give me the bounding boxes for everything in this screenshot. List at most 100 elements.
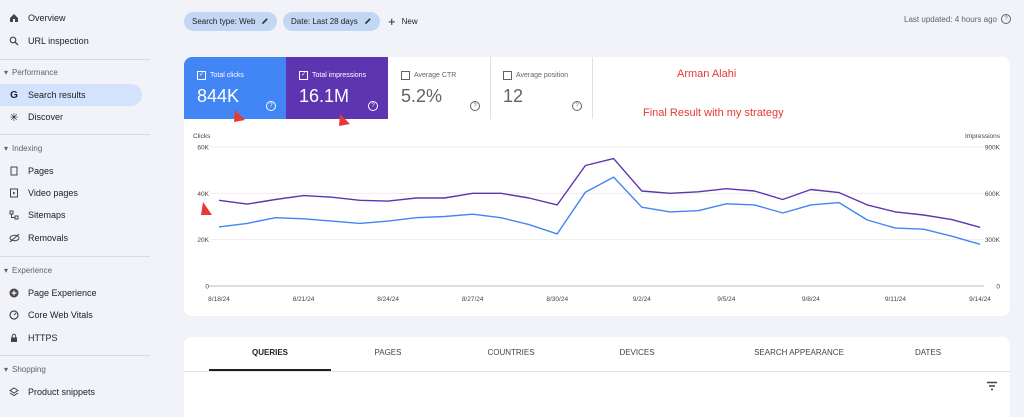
metric-label: Average CTR (414, 72, 457, 79)
sidebar-divider (0, 256, 150, 257)
x-tick-label: 8/18/24 (208, 296, 230, 303)
metric-label: Total impressions (312, 72, 367, 79)
sidebar-item-product-snippets[interactable]: Product snippets (0, 381, 142, 403)
sidebar-item-video-pages[interactable]: Video pages (0, 182, 142, 204)
x-tick-label: 8/27/24 (462, 296, 484, 303)
sidebar-item-pages[interactable]: Pages (0, 160, 142, 182)
help-icon[interactable]: ? (1001, 14, 1011, 24)
annotation-author: Arman Alahi (677, 68, 737, 80)
google-g-icon: G (10, 89, 18, 101)
sidebar-item-page-experience[interactable]: Page Experience (0, 282, 142, 304)
section-title: Experience (12, 266, 53, 275)
metric-card-average-ctr[interactable]: Average CTR 5.2% ? (388, 57, 491, 119)
sidebar-item-url-inspection[interactable]: URL inspection (0, 30, 142, 52)
plus-circle-icon (0, 288, 28, 298)
sidebar-item-label: Product snippets (28, 387, 96, 397)
help-icon[interactable]: ? (266, 101, 276, 111)
tab-pages[interactable]: PAGES (374, 348, 402, 357)
sidebar-item-removals[interactable]: Removals (0, 227, 142, 249)
section-title: Indexing (12, 144, 43, 153)
checkbox-unchecked-icon[interactable] (503, 71, 512, 80)
metric-label: Total clicks (210, 72, 244, 79)
sidebar-item-label: URL inspection (28, 36, 89, 46)
sidebar-divider (0, 355, 150, 356)
series-line-total-impressions (218, 157, 981, 228)
tab-dates[interactable]: DATES (914, 348, 942, 357)
x-tick-label: 8/30/24 (546, 296, 568, 303)
left-tick-label: 60K (197, 145, 209, 152)
sidebar-item-label: Discover (28, 112, 64, 122)
help-icon[interactable]: ? (368, 101, 378, 111)
left-tick-label: 0 (205, 284, 209, 291)
red-pointer-arrow-icon (339, 114, 350, 126)
section-shopping[interactable]: ▾ Shopping (4, 365, 46, 374)
section-performance[interactable]: ▾ Performance (4, 68, 58, 77)
x-tick-label: 9/11/24 (885, 296, 907, 303)
right-tick-label: 300K (985, 237, 1001, 244)
checkbox-checked-icon[interactable]: ✓ (299, 71, 308, 80)
left-tick-label: 20K (197, 237, 209, 244)
section-title: Performance (12, 68, 58, 77)
plus-icon: + (388, 14, 396, 29)
help-icon[interactable]: ? (572, 101, 582, 111)
right-axis-title: Impressions (965, 133, 1001, 140)
section-experience[interactable]: ▾ Experience (4, 266, 52, 275)
sidebar-item-sitemaps[interactable]: Sitemaps (0, 204, 142, 226)
sidebar-item-overview[interactable]: Overview (0, 7, 142, 29)
red-pointer-arrow-icon (234, 110, 245, 122)
sidebar-item-label: Removals (28, 233, 69, 243)
left-tick-label: 40K (197, 191, 209, 198)
x-tick-label: 8/21/24 (293, 296, 315, 303)
caret-down-icon: ▾ (4, 266, 9, 275)
sidebar-item-label: Overview (28, 13, 66, 23)
lock-icon (0, 333, 28, 343)
page-icon (0, 166, 28, 176)
metric-label: Average position (516, 72, 569, 79)
section-indexing[interactable]: ▾ Indexing (4, 144, 42, 153)
last-updated-text: Last updated: 4 hours ago (904, 14, 997, 24)
sidebar-item-search-results[interactable]: G Search results (0, 84, 142, 106)
filter-icon[interactable] (986, 381, 998, 391)
x-tick-label: 9/5/24 (717, 296, 735, 303)
sidebar-item-https[interactable]: HTTPS (0, 327, 142, 349)
sidebar-divider (0, 134, 150, 135)
checkbox-checked-icon[interactable]: ✓ (197, 71, 206, 80)
right-tick-label: 600K (985, 191, 1001, 198)
checkbox-unchecked-icon[interactable] (401, 71, 410, 80)
series-line-total-clicks (218, 176, 981, 245)
annotation-result: Final Result with my strategy (643, 107, 784, 119)
caret-down-icon: ▾ (4, 144, 9, 153)
caret-down-icon: ▾ (4, 68, 9, 77)
performance-chart[interactable]: Clicks Impressions 60K 900K 40K 600K 20K 300K 0 0… (184, 57, 1010, 316)
sidebar-item-label: Video pages (28, 188, 78, 198)
x-tick-label: 9/8/24 (802, 296, 820, 303)
table-panel: QUERIES PAGES COUNTRIES DEVICES SEARCH A… (184, 337, 1010, 417)
performance-panel: ✓ Total clicks 844K ? ✓ Total impressions … (184, 57, 1010, 316)
metric-value: 5.2% (401, 86, 443, 106)
last-updated: Last updated: 4 hours ago ? (904, 14, 1011, 24)
sidebar-item-discover[interactable]: ✳ Discover (0, 106, 142, 128)
home-icon (0, 13, 28, 23)
date-filter-chip[interactable]: Date: Last 28 days (283, 12, 380, 31)
left-axis-title: Clicks (193, 133, 211, 140)
sidebar-item-label: Page Experience (28, 288, 97, 298)
sidebar-item-label: Pages (28, 166, 54, 176)
sidebar-divider (0, 59, 150, 60)
sidebar-item-label: Core Web Vitals (28, 310, 93, 320)
metric-card-total-impressions[interactable]: ✓ Total impressions 16.1M ? (286, 57, 388, 119)
help-icon[interactable]: ? (470, 101, 480, 111)
metric-card-average-position[interactable]: Average position 12 ? (490, 57, 593, 119)
sidebar-item-label: Sitemaps (28, 210, 66, 220)
tab-queries[interactable]: QUERIES (251, 348, 288, 357)
tab-countries[interactable]: COUNTRIES (487, 348, 535, 357)
sidebar-item-core-web-vitals[interactable]: Core Web Vitals (0, 304, 142, 326)
metric-card-total-clicks[interactable]: ✓ Total clicks 844K ? (184, 57, 286, 119)
search-type-filter-chip[interactable]: Search type: Web (184, 12, 278, 31)
layers-icon (0, 387, 28, 397)
new-filter-button[interactable]: + New (388, 12, 418, 31)
tab-devices[interactable]: DEVICES (619, 348, 655, 357)
chip-label: Search type: Web (192, 17, 256, 26)
tab-search-appearance[interactable]: SEARCH APPEARANCE (754, 348, 844, 357)
metric-value: 16.1M (299, 86, 350, 106)
chip-label: Date: Last 28 days (291, 17, 358, 26)
